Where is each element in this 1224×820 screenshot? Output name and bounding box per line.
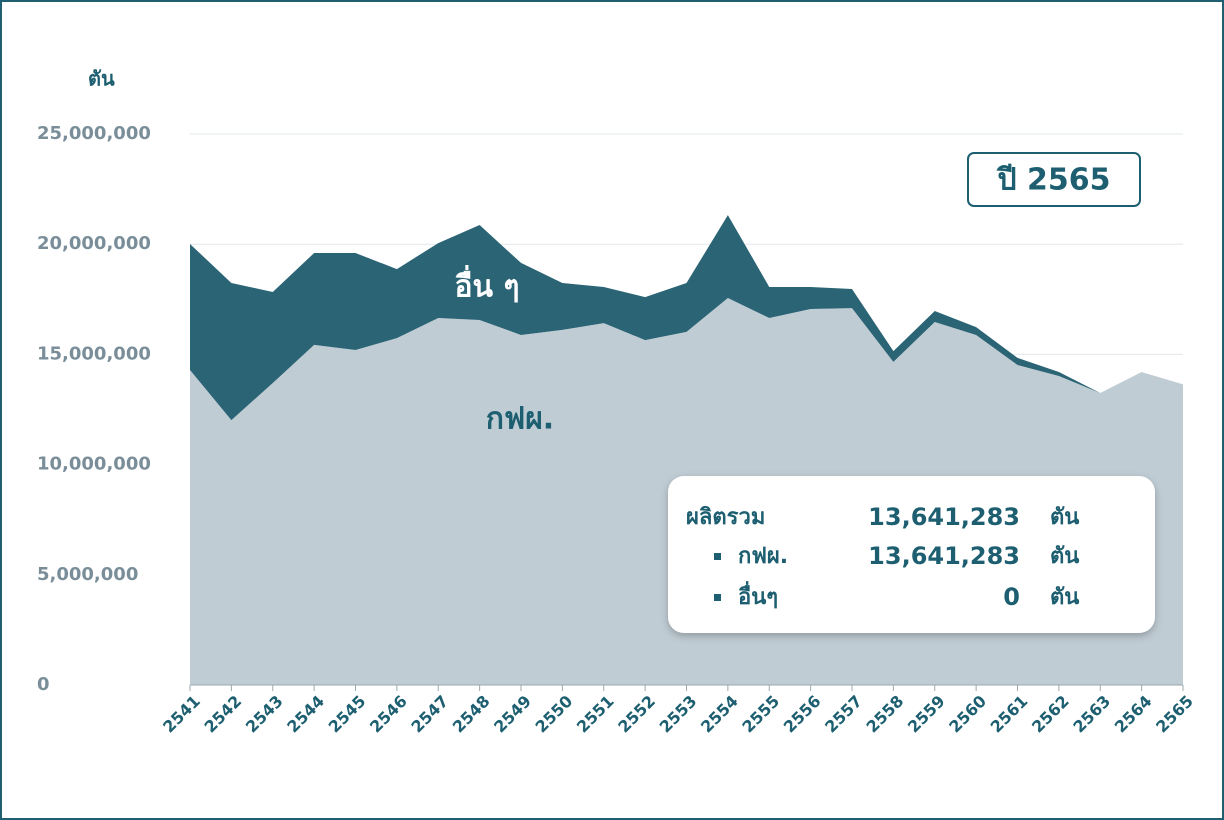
y-tick-label: 20,000,000	[37, 233, 151, 254]
info-row-name: กฟผ.	[738, 544, 788, 569]
info-value: 13,641,283	[868, 503, 1020, 531]
area	[190, 215, 1183, 421]
y-tick-label: 25,000,000	[37, 123, 151, 144]
y-tick-label: 0	[37, 674, 50, 695]
bullet	[714, 553, 721, 560]
bullet	[714, 594, 721, 601]
badge: ปี 2565	[996, 163, 1111, 198]
info-unit: ตัน	[1050, 505, 1079, 530]
series-label: กฟผ.	[486, 402, 554, 437]
info-row-value: 0	[1003, 583, 1020, 611]
y-axis-label: ตัน	[88, 67, 115, 91]
info-unit: ตัน	[1050, 585, 1079, 610]
info-row-name: อื่นๆ	[738, 580, 778, 610]
badge-box	[967, 152, 1141, 207]
info-row-value: 13,641,283	[868, 542, 1020, 570]
y-tick-label: 15,000,000	[37, 343, 151, 364]
y-tick-label: 10,000,000	[37, 454, 151, 475]
info-box	[668, 476, 1155, 633]
info-title: ผลิตรวม	[686, 505, 765, 530]
series-label: อื่น ๆ	[454, 265, 519, 305]
info-unit: ตัน	[1050, 544, 1079, 569]
y-tick-label: 5,000,000	[37, 564, 138, 585]
